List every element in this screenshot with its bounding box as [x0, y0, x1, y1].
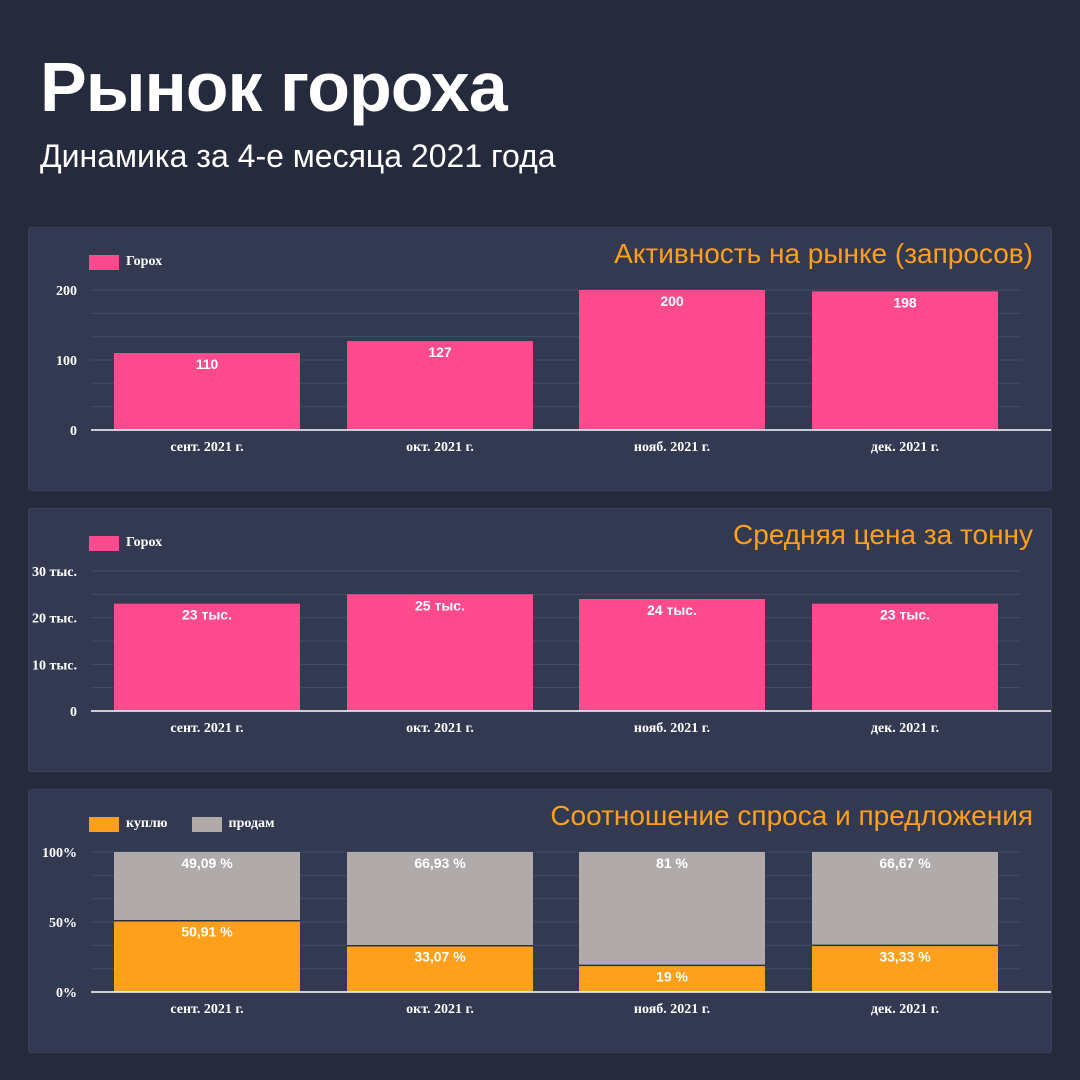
- data-label: 25 тыс.: [415, 597, 465, 613]
- data-label: 33,33 %: [879, 948, 931, 964]
- price-chart-panel: 0 10 тыс. 20 тыс. 30 тыс. 23 тыс. сент. 2021 …: [28, 508, 1052, 772]
- bar-kuplyu: [579, 965, 765, 992]
- bar: [347, 341, 533, 430]
- price-chart: 0 10 тыс. 20 тыс. 30 тыс. 23 тыс. сент. 2021 …: [32, 565, 1051, 736]
- bar: [579, 599, 765, 711]
- data-label: 24 тыс.: [647, 602, 697, 618]
- y-tick-label: 100: [56, 354, 77, 369]
- y-tick-label: 10 тыс.: [32, 658, 77, 673]
- legend-swatch-grey: [191, 816, 222, 832]
- legend-swatch-pink: [89, 535, 119, 551]
- x-tick-label: нояб. 2021 г.: [634, 721, 710, 736]
- x-tick-label: сент. 2021 г.: [170, 721, 243, 736]
- bar: [579, 290, 765, 430]
- bar-prodam: [812, 852, 998, 946]
- legend-label: Горох: [126, 254, 163, 269]
- data-label: 50,91 %: [181, 924, 233, 940]
- data-label: 33,07 %: [414, 949, 466, 965]
- bar-kuplyu: [114, 920, 300, 992]
- ratio-chart: 0% 50% 100% 50,91 % 49,09 % сент. 2021 г. 33,0…: [42, 846, 1051, 1017]
- legend-item-gorokh: Горох: [89, 535, 162, 551]
- y-tick-label: 0%: [56, 986, 77, 1001]
- bar-kuplyu: [347, 945, 533, 992]
- y-tick-label: 200: [56, 284, 77, 299]
- y-tick-label: 0: [70, 705, 77, 720]
- data-label: 198: [893, 294, 917, 310]
- data-label: 66,93 %: [414, 855, 466, 871]
- data-label: 19 %: [656, 968, 688, 984]
- bar-prodam: [347, 852, 533, 946]
- bar: [114, 353, 300, 430]
- page-subtitle: Динамика за 4-е месяца 2021 года: [40, 138, 556, 174]
- data-label: 110: [196, 356, 219, 372]
- legend-label: продам: [228, 816, 275, 831]
- x-tick-label: сент. 2021 г.: [170, 440, 243, 455]
- activity-chart-panel: 0 100 200 110 сент. 2021 г. 127 окт. 2021 г. 20…: [28, 227, 1052, 491]
- x-tick-label: окт. 2021 г.: [406, 440, 474, 455]
- bar: [114, 603, 300, 711]
- ratio-chart-panel: 0% 50% 100% 50,91 % 49,09 % сент. 2021 г. 33,0…: [28, 789, 1052, 1053]
- bar-kuplyu: [812, 945, 998, 992]
- data-label: 23 тыс.: [880, 607, 930, 623]
- activity-chart: 0 100 200 110 сент. 2021 г. 127 окт. 2021 г. 20…: [56, 284, 1051, 455]
- x-tick-label: окт. 2021 г.: [406, 1002, 474, 1017]
- bar-prodam: [114, 852, 300, 921]
- page-title: Рынок гороха: [40, 48, 508, 126]
- data-label: 49,09 %: [181, 855, 233, 871]
- ratio-legend: куплю продам: [89, 816, 299, 832]
- x-tick-label: нояб. 2021 г.: [634, 1002, 710, 1017]
- y-tick-label: 50%: [49, 916, 77, 931]
- legend-label: куплю: [126, 816, 168, 831]
- price-legend: Горох: [89, 535, 186, 551]
- legend-item-gorokh: Горох: [89, 254, 162, 270]
- y-tick-label: 20 тыс.: [32, 612, 77, 627]
- legend-swatch-orange: [89, 816, 119, 832]
- legend-label: Горох: [126, 535, 163, 550]
- x-tick-label: сент. 2021 г.: [170, 1002, 243, 1017]
- activity-chart-title: Активность на рынке (запросов): [614, 238, 1033, 269]
- ratio-chart-title: Соотношение спроса и предложения: [550, 800, 1033, 831]
- x-tick-label: дек. 2021 г.: [871, 1002, 939, 1017]
- y-tick-label: 0: [70, 424, 77, 439]
- data-label: 200: [660, 293, 684, 309]
- x-tick-label: нояб. 2021 г.: [634, 440, 710, 455]
- data-label: 81 %: [656, 855, 688, 871]
- legend-item-prodam: продам: [191, 816, 275, 832]
- data-label: 127: [428, 344, 452, 360]
- bar: [812, 603, 998, 711]
- x-tick-label: дек. 2021 г.: [871, 721, 939, 736]
- legend-swatch-pink: [89, 254, 119, 270]
- y-tick-label: 30 тыс.: [32, 565, 77, 580]
- bar-prodam: [579, 852, 765, 966]
- x-tick-label: дек. 2021 г.: [871, 440, 939, 455]
- bar: [347, 594, 533, 711]
- bar: [812, 291, 998, 430]
- x-tick-label: окт. 2021 г.: [406, 721, 474, 736]
- legend-item-kuplyu: куплю: [89, 816, 168, 832]
- price-chart-title: Средняя цена за тонну: [733, 519, 1033, 550]
- activity-legend: Горох: [89, 254, 186, 270]
- data-label: 23 тыс.: [182, 607, 232, 623]
- y-tick-label: 100%: [42, 846, 77, 861]
- data-label: 66,67 %: [879, 855, 931, 871]
